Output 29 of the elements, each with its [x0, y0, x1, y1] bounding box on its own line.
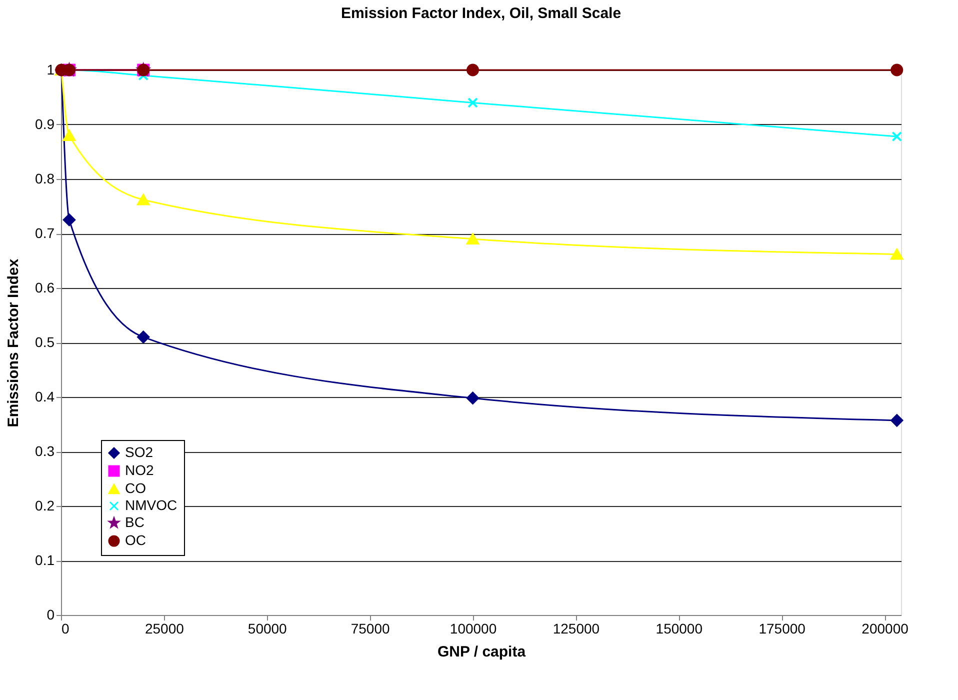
x-tick-label: 75000: [350, 620, 390, 636]
x-tick-label: 100000: [450, 620, 497, 636]
y-tick-label: 0.4: [35, 388, 55, 404]
y-tick-label: 0.9: [35, 116, 55, 132]
chart-title: Emission Factor Index, Oil, Small Scale: [340, 4, 622, 22]
legend-label: NMVOC: [125, 497, 178, 513]
y-tick-label: 0.5: [35, 334, 55, 350]
y-tick-label: 0.1: [35, 552, 55, 568]
y-axis-title: Emissions Factor Index: [5, 258, 22, 428]
x-tick-label: 175000: [758, 620, 806, 636]
legend-label: CO: [125, 480, 146, 496]
legend-label: NO2: [125, 462, 154, 478]
legend-label: BC: [125, 514, 144, 530]
x-tick-label: 0: [62, 620, 70, 636]
legend-label: SO2: [125, 444, 154, 460]
y-tick-label: 1: [46, 62, 55, 78]
y-tick-label: 0: [46, 606, 55, 622]
y-tick-label: 0.8: [35, 170, 55, 186]
y-tick-label: 0.7: [35, 225, 55, 241]
x-tick-label: 25000: [144, 620, 184, 636]
y-tick-label: 0.3: [35, 443, 55, 459]
x-tick-label: 150000: [656, 620, 703, 636]
x-tick-label: 125000: [552, 620, 600, 636]
x-tick-label: 50000: [248, 620, 288, 636]
x-tick-label: 200000: [862, 620, 909, 636]
legend-label: OC: [125, 532, 146, 548]
y-tick-label: 0.2: [35, 498, 55, 514]
y-tick-label: 0.6: [35, 280, 55, 296]
x-axis-title: GNP / capita: [437, 644, 526, 660]
